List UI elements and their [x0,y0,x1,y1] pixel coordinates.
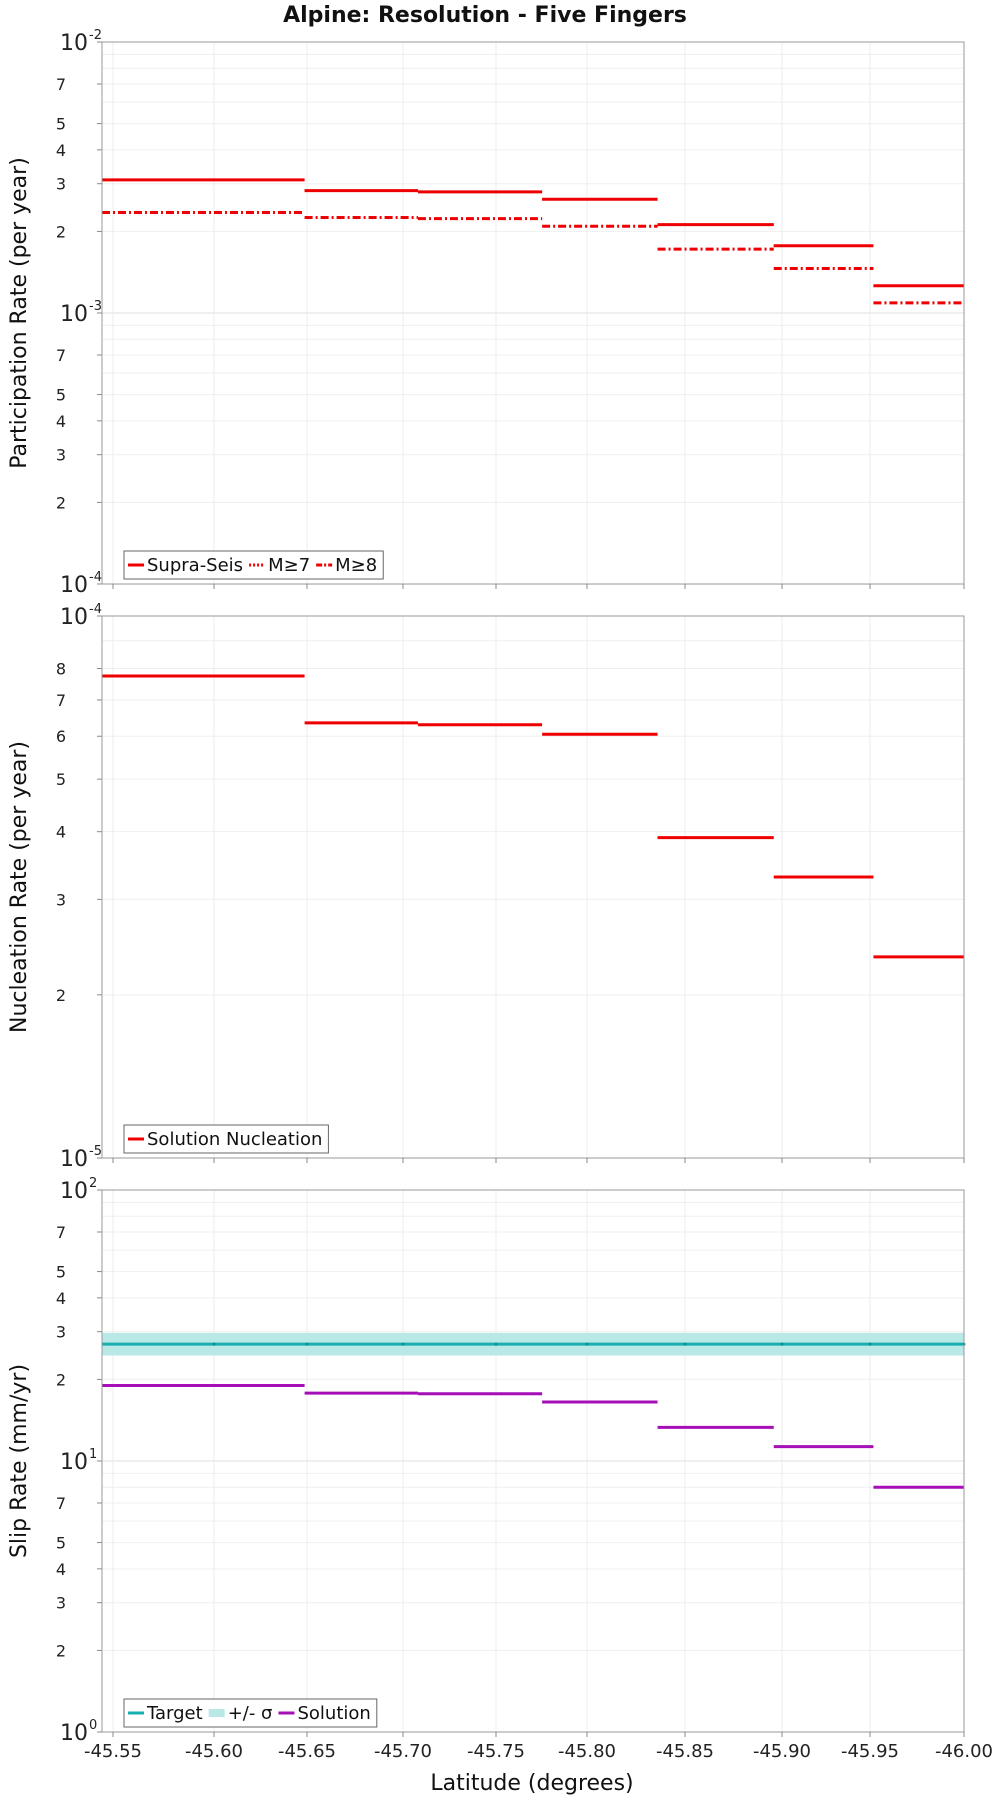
y-tick-label: 6 [56,727,66,746]
y-tick-label: 3 [56,446,66,465]
y-tick-label: 7 [56,346,66,365]
y-tick-label: 10 [60,605,88,630]
x-tick-label: -45.95 [841,1741,899,1762]
y-tick-label: 2 [56,1641,66,1660]
plot-frame [101,1189,965,1733]
x-axis-label: Latitude (degrees) [430,1771,633,1796]
y-tick-exponent: -4 [89,602,102,617]
y-tick-label: 10 [60,1179,88,1204]
y-tick-label: 4 [56,141,66,160]
y-tick-label: 10 [60,302,88,327]
x-tick-label: -45.85 [656,1741,714,1762]
x-tick-label: -45.80 [558,1741,616,1762]
y-tick-label: 7 [56,691,66,710]
y-tick-exponent: -3 [89,299,102,314]
y-tick-label: 10 [60,1721,88,1746]
legend-box [123,1698,378,1728]
y-tick-label: 4 [56,412,66,431]
series-solution-nucleation [102,674,964,959]
y-tick-label: 3 [56,175,66,194]
legend-box [123,1124,329,1154]
y-tick-label: 8 [56,660,66,679]
series-solution [102,1383,964,1489]
target-marker [780,1342,784,1346]
y-tick-exponent: -5 [89,1144,102,1159]
y-tick-label: 4 [56,823,66,842]
target-marker [868,1342,872,1346]
y-tick-label: 5 [56,1263,66,1282]
y-tick-label: 7 [56,1223,66,1242]
target-marker [494,1342,498,1346]
y-tick-label: 10 [60,31,88,56]
x-tick-label: -45.65 [278,1741,336,1762]
target-marker [305,1342,309,1346]
y-axis-label: Slip Rate (mm/yr) [7,1364,32,1558]
y-tick-label: 3 [56,890,66,909]
legend-label: +/- σ [228,1703,273,1724]
y-tick-label: 5 [56,115,66,134]
chart-title: Alpine: Resolution - Five Fingers [283,3,687,28]
y-tick-label: 7 [56,75,66,94]
y-tick-label: 7 [56,1494,66,1513]
legend: Solution Nucleation [123,1124,329,1154]
y-tick-label: 3 [56,1323,66,1342]
target-marker [683,1342,687,1346]
y-tick-label: 10 [60,1147,88,1172]
y-tick-label: 10 [60,1450,88,1475]
x-tick-label: -46.00 [935,1741,993,1762]
legend-label: Supra-Seis [147,555,243,576]
legend-label: M≥8 [335,555,377,576]
legend: Supra-Seis M≥7 M≥8 [123,550,384,580]
y-tick-label: 5 [56,770,66,789]
x-tick-label: -45.60 [185,1741,243,1762]
y-tick-label: 5 [56,386,66,405]
target-marker [401,1342,405,1346]
y-axis-label: Participation Rate (per year) [7,157,32,469]
y-tick-exponent: -2 [89,28,102,43]
x-tick-label: -45.70 [374,1741,432,1762]
y-tick-exponent: -4 [89,570,102,585]
legend-label: Target [146,1703,203,1724]
plot-frame [101,615,965,1159]
y-tick-label: 2 [56,493,66,512]
y-tick-label: 2 [56,1370,66,1389]
y-tick-exponent: 0 [89,1718,97,1733]
y-tick-label: 2 [56,986,66,1005]
y-tick-label: 4 [56,1560,66,1579]
x-tick-label: -45.55 [84,1741,142,1762]
legend: Target +/- σ Solution [123,1698,378,1728]
x-tick-label: -45.90 [753,1741,811,1762]
y-tick-label: 2 [56,222,66,241]
y-axis-label: Nucleation Rate (per year) [7,741,32,1033]
x-tick-label: -45.75 [467,1741,525,1762]
series-m-8 [102,210,964,305]
target-marker [212,1342,216,1346]
y-tick-label: 10 [60,573,88,598]
y-tick-label: 3 [56,1594,66,1613]
series-m-7 [102,178,964,287]
y-tick-exponent: 2 [89,1176,97,1191]
plot-frame [101,41,965,585]
y-tick-label: 4 [56,1289,66,1308]
legend-label: Solution [297,1703,370,1724]
legend-label: Solution Nucleation [147,1129,322,1150]
legend-label: M≥7 [268,555,310,576]
plot-area [102,616,964,1158]
target-marker [585,1342,589,1346]
y-tick-label: 5 [56,1534,66,1553]
y-tick-exponent: 1 [89,1447,97,1462]
